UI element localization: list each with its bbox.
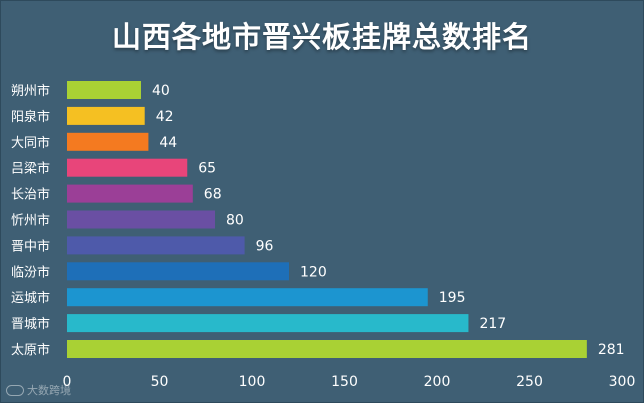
x-tick-label: 100 [239, 374, 266, 390]
bar-5 [67, 210, 215, 229]
x-tick-label: 300 [609, 374, 636, 390]
value-label: 96 [256, 238, 274, 254]
bars-layer [67, 81, 587, 358]
value-label: 120 [300, 264, 327, 280]
x-axis-ticks: 0 50 100 150 200 250 300 [63, 374, 636, 390]
value-label: 195 [439, 290, 466, 306]
value-label: 68 [204, 187, 222, 203]
value-label: 40 [152, 83, 170, 99]
category-label: 晋中市 [11, 238, 50, 254]
watermark-text: 大数跨境 [27, 384, 71, 397]
bar-9 [67, 314, 469, 333]
bar-10 [67, 340, 587, 358]
bar-6 [67, 236, 245, 255]
value-label: 44 [159, 135, 177, 151]
chart-title: 山西各地市晋兴板挂牌总数排名 [111, 20, 532, 54]
bar-1 [67, 106, 145, 125]
logo-icon [6, 384, 24, 396]
bar-2 [67, 132, 149, 151]
category-label: 忻州市 [11, 213, 50, 229]
bar-0 [67, 81, 141, 99]
x-tick-label: 200 [424, 374, 451, 390]
category-label: 临汾市 [11, 264, 50, 280]
category-label: 长治市 [11, 187, 50, 203]
value-label: 42 [156, 109, 174, 125]
x-tick-label: 50 [151, 374, 169, 390]
bar-4 [67, 184, 193, 203]
category-label: 太原市 [11, 342, 50, 358]
bar-7 [67, 262, 289, 281]
category-label: 吕梁市 [11, 161, 50, 177]
bar-8 [67, 288, 428, 307]
category-label: 大同市 [11, 135, 50, 151]
labels-layer: 朔州市 40 阳泉市 42 大同市 44 吕梁市 65 长治市 68 忻州市 80 晋中市 96 临汾市 12… [11, 83, 625, 358]
category-label: 朔州市 [11, 83, 50, 99]
category-label: 晋城市 [11, 316, 50, 332]
watermark: 大数跨境 [6, 382, 71, 398]
value-label: 80 [226, 213, 244, 229]
x-tick-label: 250 [516, 374, 543, 390]
value-label: 65 [198, 161, 216, 177]
category-label: 运城市 [11, 290, 50, 306]
bar-3 [67, 158, 188, 177]
value-label: 281 [598, 342, 625, 358]
x-tick-label: 0 [63, 374, 72, 390]
value-label: 217 [479, 316, 506, 332]
x-tick-label: 150 [331, 374, 358, 390]
category-label: 阳泉市 [11, 109, 50, 125]
